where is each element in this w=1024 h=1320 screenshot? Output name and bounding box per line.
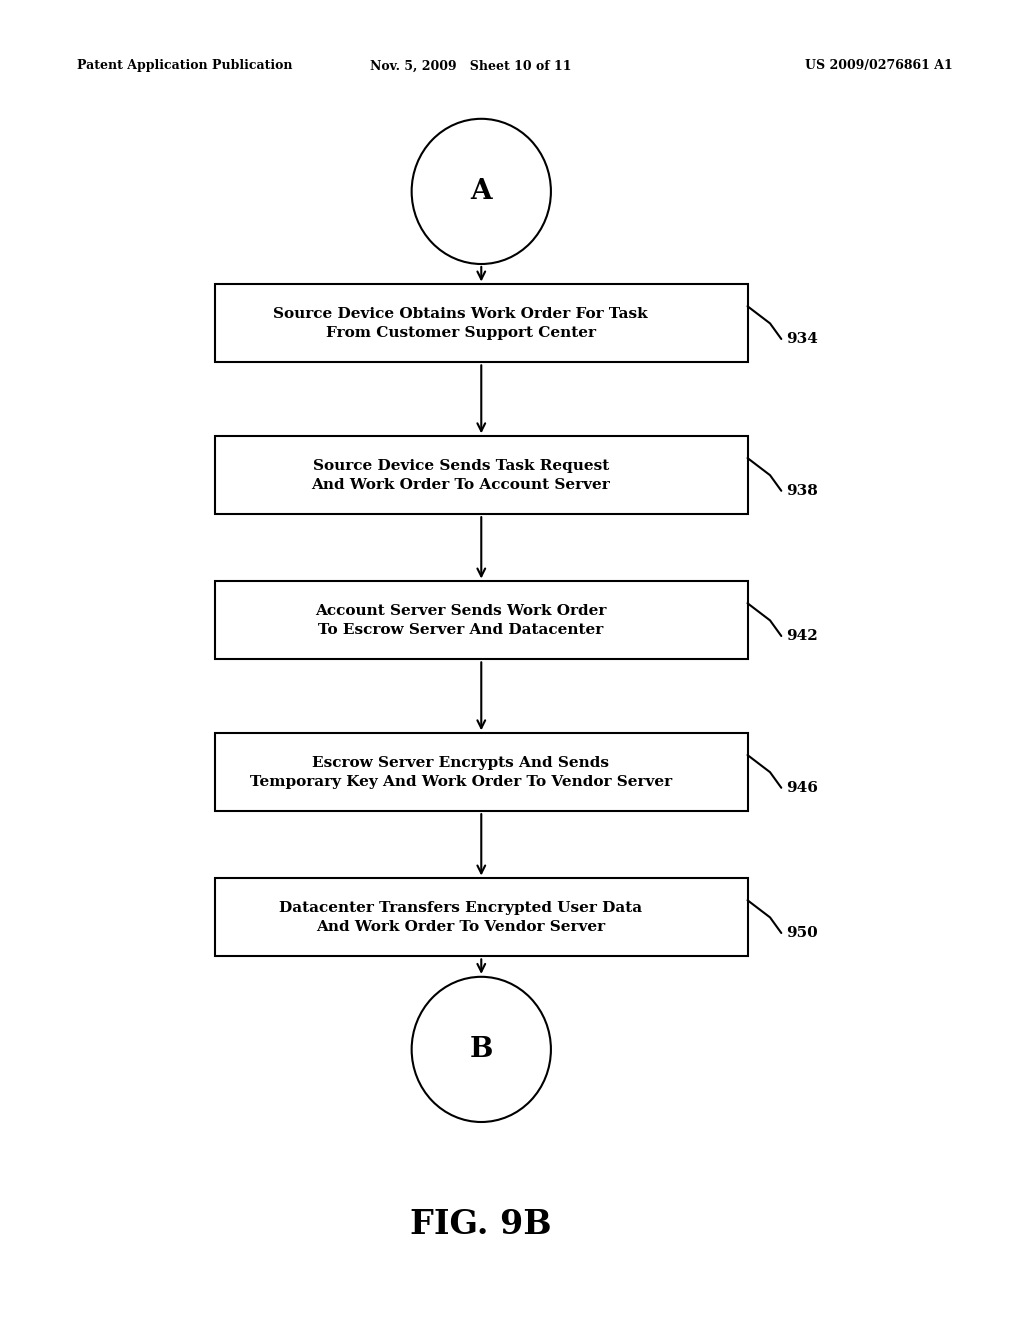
Text: Source Device Obtains Work Order For Task
From Customer Support Center: Source Device Obtains Work Order For Tas… — [273, 308, 648, 339]
Text: B: B — [470, 1036, 493, 1063]
Ellipse shape — [412, 977, 551, 1122]
FancyBboxPatch shape — [215, 733, 748, 812]
FancyBboxPatch shape — [215, 436, 748, 515]
Text: 950: 950 — [786, 927, 818, 940]
Text: Datacenter Transfers Encrypted User Data
And Work Order To Vendor Server: Datacenter Transfers Encrypted User Data… — [280, 902, 642, 933]
Text: Nov. 5, 2009   Sheet 10 of 11: Nov. 5, 2009 Sheet 10 of 11 — [371, 59, 571, 73]
Text: Escrow Server Encrypts And Sends
Temporary Key And Work Order To Vendor Server: Escrow Server Encrypts And Sends Tempora… — [250, 756, 672, 788]
Ellipse shape — [412, 119, 551, 264]
Text: 934: 934 — [786, 333, 818, 346]
Text: A: A — [470, 178, 493, 205]
Text: Patent Application Publication: Patent Application Publication — [77, 59, 292, 73]
Text: US 2009/0276861 A1: US 2009/0276861 A1 — [805, 59, 952, 73]
FancyBboxPatch shape — [215, 284, 748, 363]
Text: Account Server Sends Work Order
To Escrow Server And Datacenter: Account Server Sends Work Order To Escro… — [315, 605, 606, 636]
Text: 938: 938 — [786, 484, 818, 498]
Text: Source Device Sends Task Request
And Work Order To Account Server: Source Device Sends Task Request And Wor… — [311, 459, 610, 491]
Text: FIG. 9B: FIG. 9B — [411, 1209, 552, 1241]
FancyBboxPatch shape — [215, 878, 748, 957]
FancyBboxPatch shape — [215, 581, 748, 660]
Text: 942: 942 — [786, 630, 818, 643]
Text: 946: 946 — [786, 781, 818, 795]
